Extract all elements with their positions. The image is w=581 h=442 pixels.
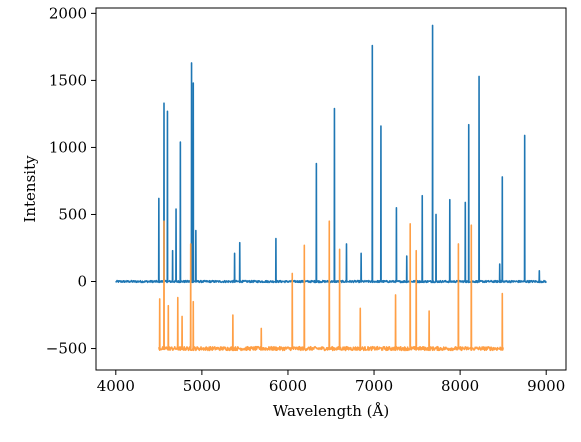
series-line-2 xyxy=(158,220,504,352)
y-tick-label: 2000 xyxy=(49,4,87,22)
y-tick-label: 1500 xyxy=(49,71,87,89)
x-tick-label: 9000 xyxy=(527,377,565,395)
plot-frame xyxy=(95,7,567,371)
x-tick-label: 6000 xyxy=(269,377,307,395)
x-axis-label: Wavelength (Å) xyxy=(273,402,389,420)
x-tick-label: 4000 xyxy=(97,377,135,395)
y-tick-label: 1000 xyxy=(49,138,87,156)
y-axis-label: Intensity xyxy=(21,155,39,223)
x-tick-label: 5000 xyxy=(183,377,221,395)
series-layer xyxy=(115,24,547,352)
x-tick-label: 7000 xyxy=(355,377,393,395)
y-tick-label: 500 xyxy=(58,205,87,223)
y-tick-label: 0 xyxy=(77,273,87,291)
ticks-layer: 4000 5000 6000 7000 8000 9000 −500 0 500 1000 1500… xyxy=(46,4,565,395)
x-tick-label: 8000 xyxy=(441,377,479,395)
series-line-1 xyxy=(115,24,547,284)
y-tick-label: −500 xyxy=(46,340,87,358)
